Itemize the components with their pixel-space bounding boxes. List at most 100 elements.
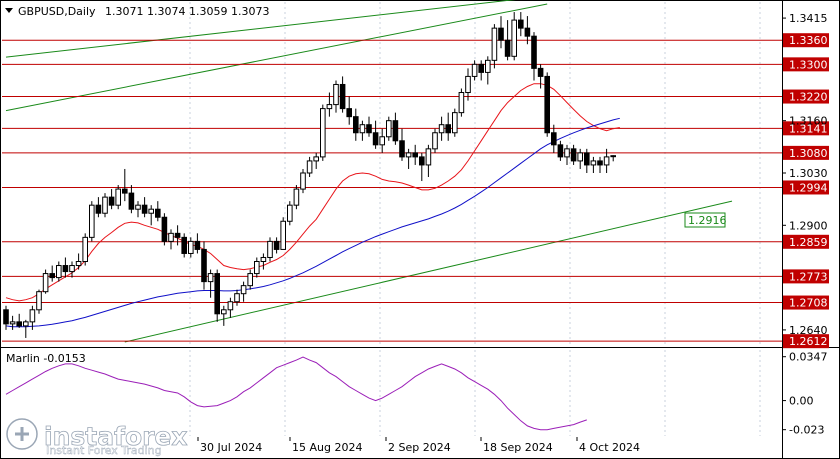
candle-body-down [214,273,220,315]
candle [207,269,214,298]
candle [75,253,82,270]
candle [29,305,36,330]
level-tag-bg-1.2859 [783,234,829,249]
candle-body-up [425,148,432,166]
candle-body-up [359,124,366,134]
candle [247,269,253,290]
candle-body-down [181,236,187,254]
candle-body-up [188,240,194,254]
candle-body-up [69,265,75,273]
candle-body-up [280,220,286,250]
candle-body-up [221,309,227,315]
candle-body-down [194,240,201,250]
candle-body-up [452,112,458,134]
candle [432,128,438,153]
candle [254,257,260,278]
candle [16,313,22,328]
candle [227,297,234,318]
candle-body-down [141,204,148,214]
candle [366,116,372,137]
x-label: 18 Sep 2024 [483,441,553,454]
candle [372,120,379,149]
candle [610,155,617,162]
candle [188,237,194,258]
candle [287,201,293,226]
moving-averages [5,83,620,328]
candle-body-up [379,136,385,146]
candle-body-down [531,35,537,69]
candle-body-down [584,152,590,166]
candle-body-up [306,160,313,174]
channel-line-1 [5,3,548,112]
candle-body-up [9,321,16,325]
candle [128,185,135,214]
candle-body-down [273,240,280,250]
candle-body-up [102,196,108,214]
level-tag-1.3080: 1.3080 [789,147,828,160]
candle-body-down [537,67,544,77]
candle-body-up [511,19,517,57]
candle-body-up [89,204,95,238]
candle-body-down [557,144,564,158]
candle [181,233,187,258]
candle [412,144,418,165]
candle [115,185,122,210]
channel-line-2 [124,200,733,343]
candle [155,201,161,222]
candle [570,144,577,165]
candle [148,205,154,226]
candle [564,144,570,165]
instaforex-logo: instaforex Instant Forex Trading [5,417,188,457]
candle [379,128,385,153]
ma-blue-line [5,117,620,328]
candle [36,289,42,314]
level-tag-1.3220: 1.3220 [789,91,828,104]
price-axis-ticks: 1.3415 1.3160 1.3030 1.2900 1.2640 [782,12,828,337]
oscillator-panel: 0.0347 0.00 -0.023 [5,351,828,437]
candle-body-up [42,273,49,293]
candle [537,64,544,89]
candle [471,60,478,81]
candle [214,269,220,322]
candle [399,128,405,161]
candle-body-down [524,27,531,37]
candle-body-up [148,208,154,214]
candle-body-up [29,309,36,323]
level-tag-1.3141: 1.3141 [789,122,828,135]
horizontal-levels [2,39,782,342]
level-tag-1.2773: 1.2773 [789,270,828,283]
candle [465,68,471,101]
candle-body-up [386,120,392,138]
candle [458,88,465,117]
candle [551,124,557,153]
level-tag-1.3360: 1.3360 [789,34,828,47]
candle-body-down [544,75,551,134]
channel-tag-label: 1.2916 [688,214,727,227]
candle [452,108,458,137]
axis-tick-label-1.2900: 1.2900 [789,219,828,232]
axis-tick-label-1.3160: 1.3160 [789,115,828,128]
candle [531,32,537,81]
candle [9,315,16,330]
candle [23,319,29,338]
candle-body-down [155,208,161,218]
candle [221,305,227,326]
dropdown-triangle-icon[interactable] [5,8,13,13]
indicator-label: Marlin -0.0153 [6,352,86,365]
candle-body-down [108,196,115,206]
candle-body-up [471,63,478,77]
candle [353,108,359,141]
logo-tagline: Instant Forex Trading [46,444,162,457]
candle [485,56,491,85]
candle [320,104,326,161]
candle [511,12,517,61]
level-tag-1.3300: 1.3300 [789,58,828,71]
candle-body-down [161,216,168,242]
candle-body-down [419,156,425,166]
candle-body-up [465,75,471,94]
axis-tick-label-1.3415: 1.3415 [789,12,828,25]
ma-red-line [5,83,620,302]
candle [267,237,273,262]
